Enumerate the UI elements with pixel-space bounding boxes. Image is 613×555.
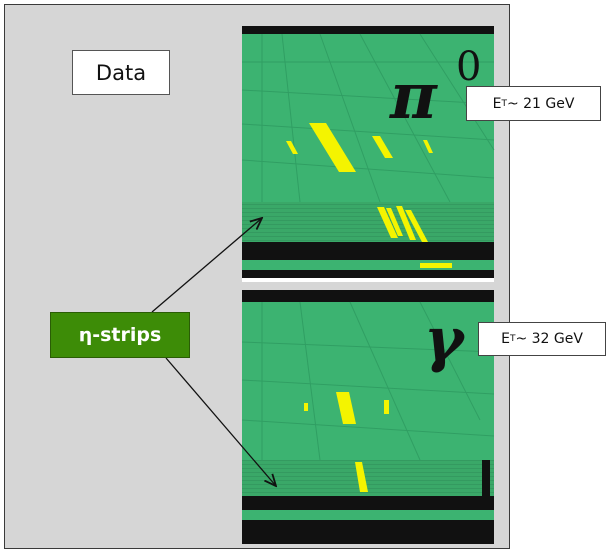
et-subscript: T — [509, 334, 516, 344]
gamma-symbol: γ — [424, 305, 466, 375]
pi0-et-label: E T ~ 21 GeV — [466, 86, 601, 121]
pi-symbol: π — [389, 59, 438, 134]
arrow-to-pi0-strips — [151, 218, 262, 313]
arrow-to-gamma-strips — [165, 357, 276, 486]
gamma-et-label: E T ~ 32 GeV — [478, 322, 606, 356]
pi-superscript: 0 — [456, 44, 481, 90]
et-prefix: E — [492, 95, 502, 112]
gamma-hits — [304, 392, 389, 492]
et-value: ~ 32 GeV — [515, 331, 583, 347]
pi0-event-display — [241, 26, 495, 282]
pi0-hits — [286, 123, 452, 268]
gamma-event-display — [241, 290, 495, 544]
et-value: ~ 21 GeV — [506, 95, 575, 112]
et-prefix: E — [501, 331, 510, 347]
eta-strips-label: η-strips — [50, 312, 190, 358]
et-subscript: T — [501, 98, 507, 109]
data-label: Data — [72, 50, 170, 95]
